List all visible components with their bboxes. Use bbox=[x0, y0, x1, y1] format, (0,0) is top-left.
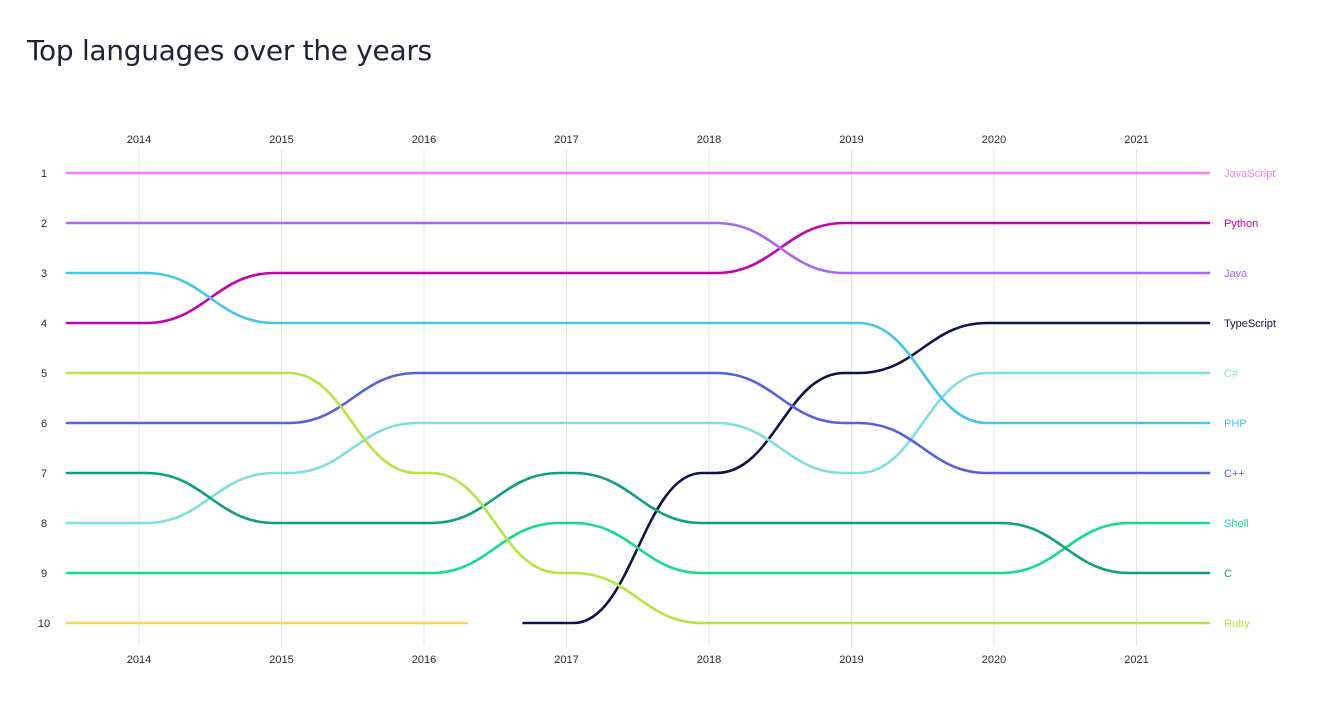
series-label-php: PHP bbox=[1224, 418, 1247, 430]
series-label-c: C bbox=[1224, 568, 1232, 580]
series-label-cpp: C++ bbox=[1224, 468, 1245, 480]
series-end-labels: JavaScript Python Java TypeScript C# PHP C++ Sh… bbox=[1224, 168, 1276, 630]
series-line-java bbox=[65, 221, 1211, 275]
series-label-c-sharp: C# bbox=[1224, 368, 1239, 380]
y-tick-8: 8 bbox=[41, 518, 47, 530]
series-line-c-sharp bbox=[65, 371, 1211, 525]
y-tick-5: 5 bbox=[41, 368, 47, 380]
series-label-typescript: TypeScript bbox=[1224, 318, 1276, 330]
y-tick-4: 4 bbox=[41, 318, 47, 330]
series-label-python: Python bbox=[1224, 218, 1258, 230]
x-tick-top-2016: 2016 bbox=[412, 134, 436, 146]
x-tick-bottom-2017: 2017 bbox=[554, 654, 578, 666]
x-tick-bottom-2020: 2020 bbox=[982, 654, 1006, 666]
series-line-typescript bbox=[522, 321, 1211, 625]
series-lines bbox=[65, 171, 1211, 625]
y-tick-9: 9 bbox=[41, 568, 47, 580]
y-axis: 1 2 3 4 5 6 7 8 9 10 bbox=[38, 168, 50, 630]
series-line-c bbox=[65, 471, 1211, 575]
x-tick-top-2018: 2018 bbox=[697, 134, 721, 146]
x-axis-top: 2014 2015 2016 2017 2018 2019 2020 2021 bbox=[127, 134, 1149, 146]
y-tick-6: 6 bbox=[41, 418, 47, 430]
x-tick-top-2021: 2021 bbox=[1124, 134, 1148, 146]
x-tick-top-2015: 2015 bbox=[269, 134, 293, 146]
x-tick-top-2014: 2014 bbox=[127, 134, 151, 146]
chart-title: Top languages over the years bbox=[27, 34, 432, 67]
x-tick-bottom-2014: 2014 bbox=[127, 654, 151, 666]
y-tick-2: 2 bbox=[41, 218, 47, 230]
x-tick-bottom-2021: 2021 bbox=[1124, 654, 1148, 666]
x-axis-bottom: 2014 2015 2016 2017 2018 2019 2020 2021 bbox=[127, 654, 1149, 666]
x-tick-top-2020: 2020 bbox=[982, 134, 1006, 146]
series-line-ruby bbox=[65, 371, 1211, 625]
series-line-python bbox=[65, 221, 1211, 325]
x-tick-bottom-2016: 2016 bbox=[412, 654, 436, 666]
x-tick-bottom-2018: 2018 bbox=[697, 654, 721, 666]
x-tick-bottom-2015: 2015 bbox=[269, 654, 293, 666]
y-tick-10: 10 bbox=[38, 618, 50, 630]
grid-lines bbox=[138, 150, 1137, 646]
x-tick-top-2017: 2017 bbox=[554, 134, 578, 146]
y-tick-3: 3 bbox=[41, 268, 47, 280]
series-label-shell: Shell bbox=[1224, 518, 1248, 530]
series-label-ruby: Ruby bbox=[1224, 618, 1250, 630]
series-label-java: Java bbox=[1224, 268, 1248, 280]
x-tick-bottom-2019: 2019 bbox=[839, 654, 863, 666]
x-tick-top-2019: 2019 bbox=[839, 134, 863, 146]
series-line-cpp bbox=[65, 371, 1211, 475]
y-tick-7: 7 bbox=[41, 468, 47, 480]
series-line-php bbox=[65, 271, 1211, 425]
y-tick-1: 1 bbox=[41, 168, 47, 180]
series-label-javascript: JavaScript bbox=[1224, 168, 1275, 180]
